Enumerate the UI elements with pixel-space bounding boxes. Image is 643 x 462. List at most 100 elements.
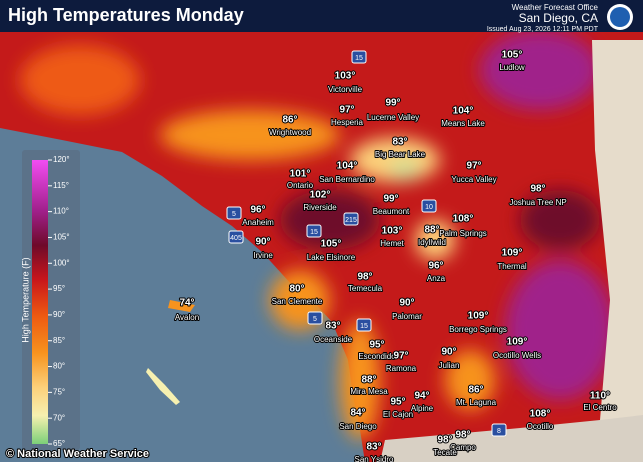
city-temperature: 99° — [385, 98, 400, 109]
legend-tick-label: 105° — [53, 233, 70, 242]
city-temperature: 110° — [590, 391, 610, 402]
office: Weather Forecast Office — [512, 3, 599, 12]
city-name: Ontario — [287, 181, 314, 190]
city-name: Escondido — [358, 352, 396, 361]
highway-number: 15 — [355, 55, 363, 62]
city-name: Alpine — [411, 404, 434, 413]
city-temperature: 86° — [468, 385, 483, 396]
city-name: San Clemente — [272, 297, 323, 306]
header-bar — [0, 0, 643, 32]
city-name: Hemet — [380, 239, 404, 248]
city-name: Avalon — [175, 313, 199, 322]
city-temperature: 97° — [339, 105, 354, 116]
desert — [560, 40, 643, 462]
city-name: Hesperia — [331, 118, 364, 127]
legend-tick-label: 120° — [53, 155, 70, 164]
city-temperature: 94° — [414, 391, 429, 402]
highway-number: 15 — [360, 323, 368, 330]
highway-shield — [226, 206, 242, 220]
city-name: Yucca Valley — [451, 175, 496, 184]
location: San Diego, CA — [519, 11, 598, 25]
city-temperature: 99° — [383, 194, 398, 205]
city-name: Tecate — [433, 448, 457, 457]
city-temperature: 109° — [507, 337, 528, 348]
city-name: Ocotillo — [527, 422, 554, 431]
legend-tick-label: 110° — [53, 207, 69, 216]
highway-shield — [343, 212, 359, 226]
city-name: Idyllwild — [418, 238, 446, 247]
city-temperature: 97° — [466, 161, 481, 172]
legend-tick-label: 90° — [53, 310, 65, 319]
city-temperature: 102° — [310, 190, 331, 201]
highway-number: 405 — [230, 235, 242, 242]
city-name: Joshua Tree NP — [509, 198, 566, 207]
legend-tick-label: 95° — [53, 284, 65, 293]
city-name: San Bernardino — [319, 175, 375, 184]
city-name: Ocotillo Wells — [493, 351, 541, 360]
highway-shield — [306, 224, 322, 238]
city-name: Campo — [450, 443, 476, 452]
city-name: Irvine — [253, 251, 273, 260]
highway-shield — [356, 318, 372, 332]
city-name: Lucerne Valley — [367, 113, 419, 122]
highway-number: 215 — [345, 217, 357, 224]
city-name: Victorville — [328, 85, 363, 94]
highway-shield — [307, 311, 323, 325]
city-temperature: 104° — [453, 106, 474, 117]
city-name: Mt. Laguna — [456, 398, 497, 407]
mexico — [380, 415, 643, 462]
city-temperature: 83° — [392, 137, 407, 148]
city-name: El Cajon — [383, 410, 413, 419]
legend-tick-label: 75° — [53, 387, 65, 396]
city-name: San Diego — [339, 422, 377, 431]
city-name: San Ysidro — [355, 455, 395, 462]
city-name: Lake Elsinore — [307, 253, 356, 262]
city-temperature: 105° — [502, 50, 523, 61]
legend-tick-label: 100° — [53, 258, 70, 267]
city-temperature: 103° — [335, 71, 356, 82]
highway-number: 15 — [310, 229, 318, 236]
city-name: Julian — [439, 361, 460, 370]
city-temperature: 97° — [393, 351, 408, 362]
city-name: Riverside — [303, 203, 337, 212]
city-temperature: 83° — [366, 442, 381, 453]
city-temperature: 103° — [382, 226, 403, 237]
island — [168, 300, 195, 312]
footer: © National Weather Service — [6, 448, 149, 460]
legend-bar — [32, 160, 48, 444]
city-temperature: 80° — [289, 284, 304, 295]
city-name: Ludlow — [499, 63, 525, 72]
city-temperature: 83° — [325, 321, 340, 332]
title: High Temperatures Monday — [8, 5, 244, 25]
city-temperature: 95° — [390, 397, 405, 408]
city-temperature: 86° — [282, 115, 297, 126]
city-temperature: 109° — [468, 311, 489, 322]
highway-shield — [421, 199, 437, 213]
city-name: Borrego Springs — [449, 325, 507, 334]
legend-tick-label: 80° — [53, 362, 65, 371]
legend-tick-label: 65° — [53, 439, 65, 448]
legend-tick-label: 115° — [53, 181, 69, 190]
city-temperature: 90° — [255, 237, 270, 248]
city-temperature: 98° — [437, 435, 452, 446]
highway-shield — [351, 50, 367, 64]
city-temperature: 88° — [424, 225, 439, 236]
city-name: Ramona — [386, 364, 417, 373]
nws-logo-inner — [610, 7, 630, 27]
issued: Issued Aug 23, 2026 12:11 PM PDT — [487, 26, 599, 33]
highway-number: 5 — [313, 316, 317, 323]
city-temperature: 109° — [502, 248, 523, 259]
city-temperature: 108° — [453, 214, 474, 225]
city-name: Beaumont — [373, 207, 410, 216]
highway-number: 8 — [497, 428, 501, 435]
city-name: Anaheim — [242, 218, 274, 227]
city-temperature: 101° — [290, 169, 311, 180]
city-name: Oceanside — [314, 335, 353, 344]
city-name: Temecula — [348, 284, 383, 293]
city-temperature: 90° — [399, 298, 414, 309]
city-name: Thermal — [497, 262, 527, 271]
city-temperature: 98° — [455, 430, 470, 441]
highway-shield — [491, 423, 507, 437]
